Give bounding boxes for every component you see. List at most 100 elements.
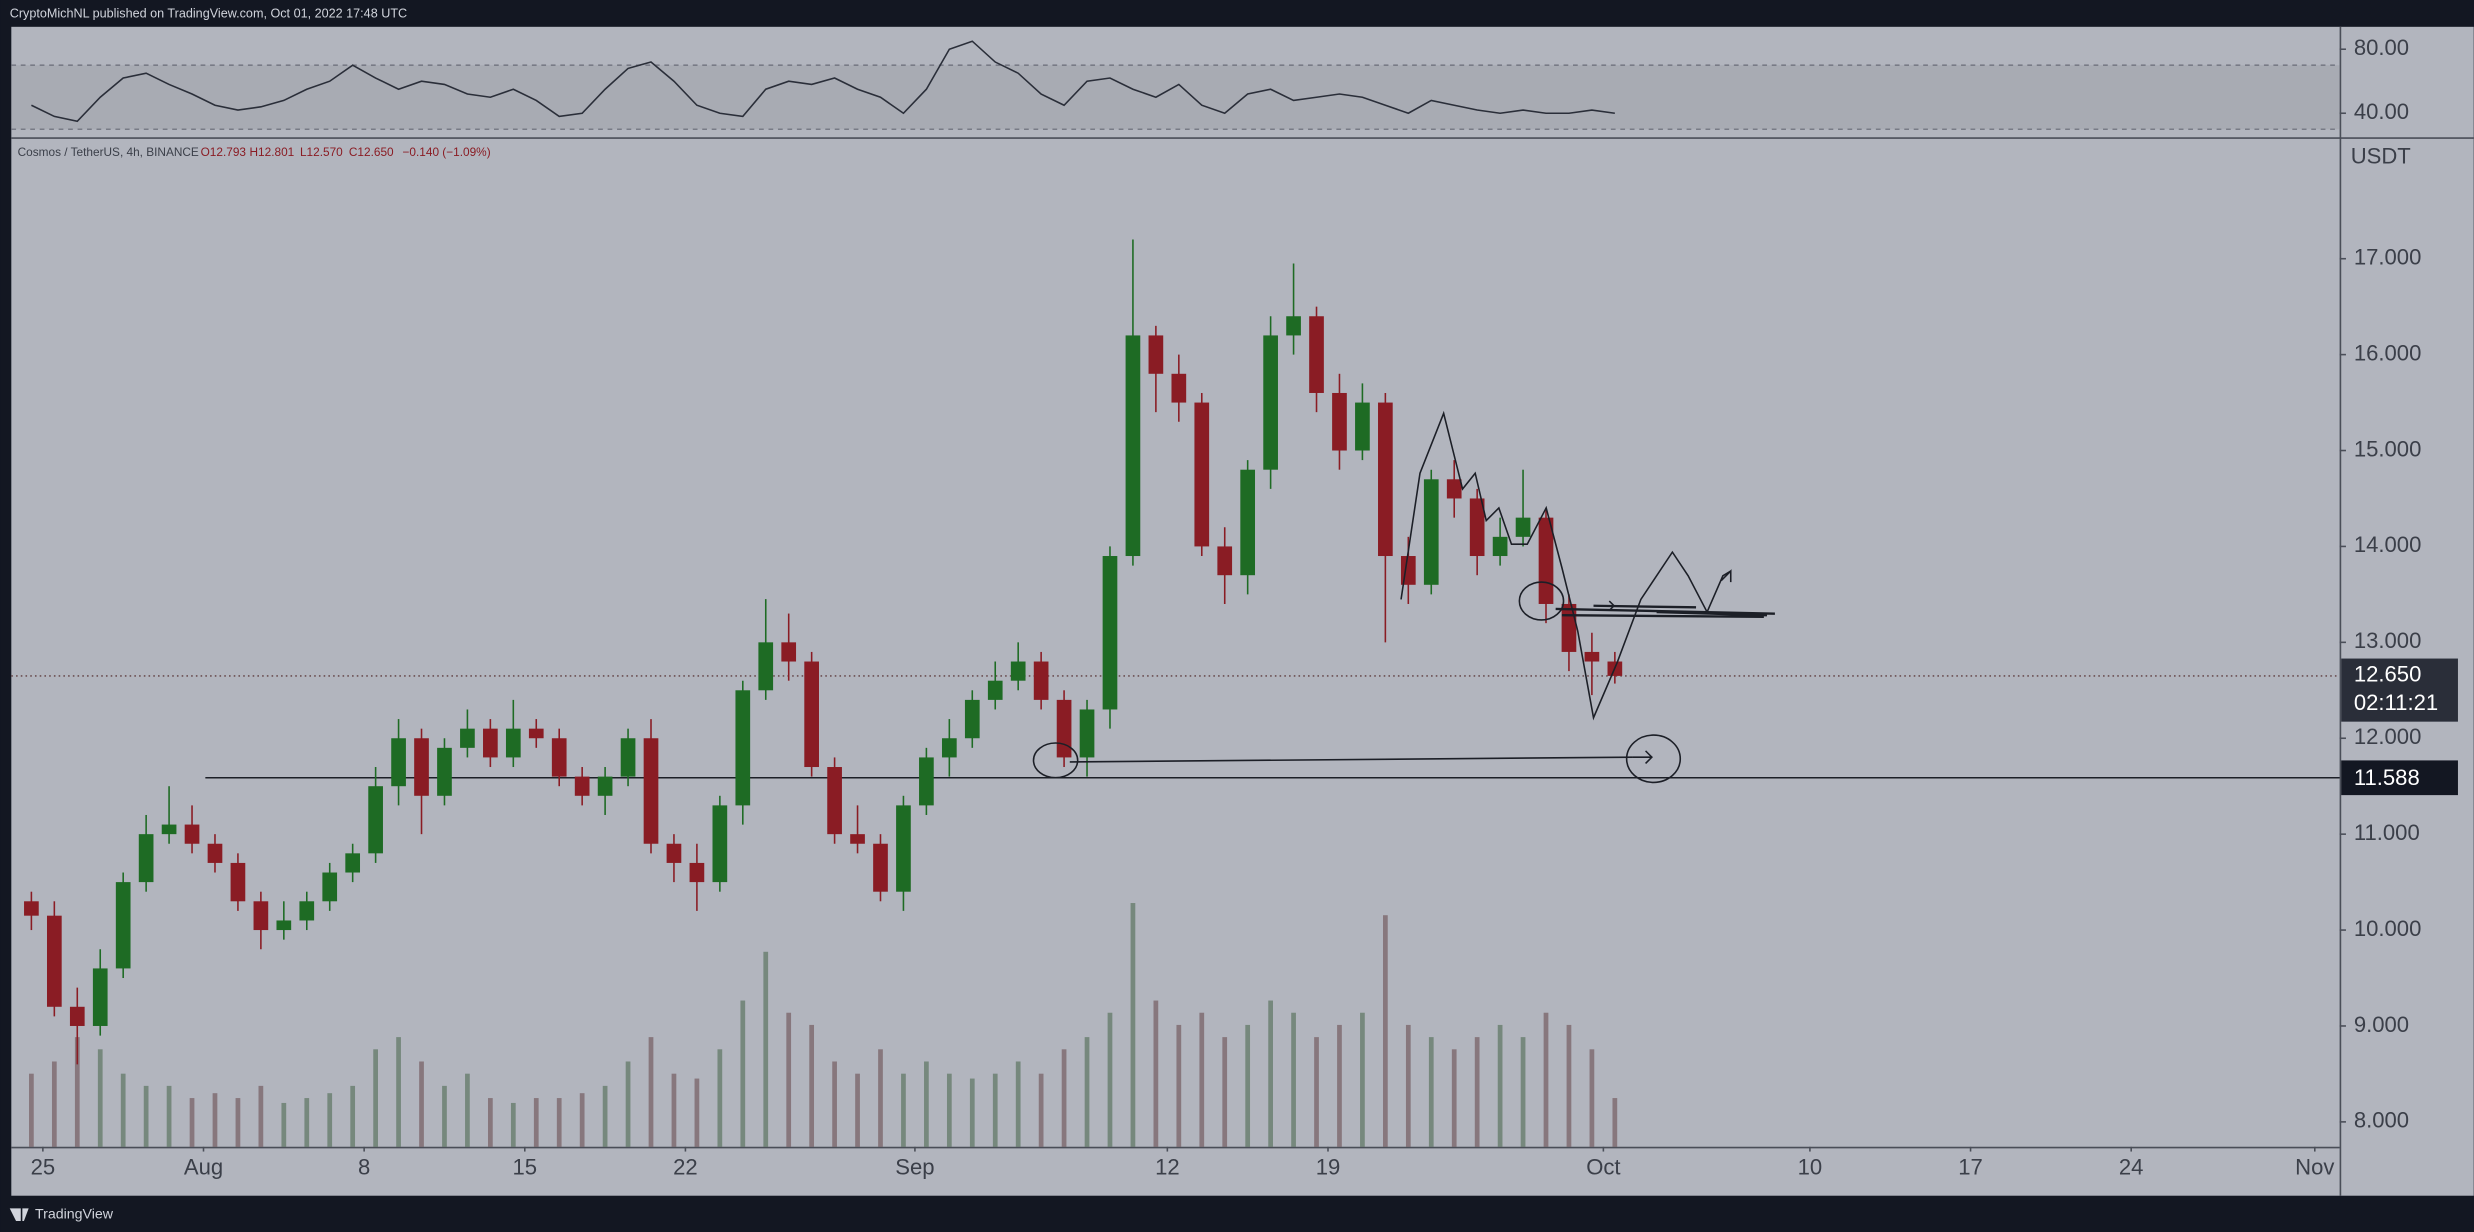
y-tick-label: 16.000	[2354, 340, 2422, 365]
candle-body	[873, 843, 888, 892]
candle-body	[987, 680, 1003, 700]
volume-bar	[51, 1061, 57, 1147]
candle-body	[689, 862, 705, 883]
y-tick-label: 17.000	[2354, 245, 2422, 270]
candle-body	[1355, 402, 1370, 451]
volume-bar	[1199, 1012, 1205, 1147]
price-axis-background	[2339, 26, 2474, 1196]
candle-body	[1561, 603, 1577, 652]
y-tick-label: 8.000	[2354, 1108, 2409, 1133]
candle-body	[483, 728, 498, 758]
volume-bar	[1566, 1024, 1572, 1147]
candle-body	[276, 920, 292, 931]
volume-bar	[465, 1073, 470, 1147]
volume-bar	[1130, 903, 1136, 1147]
circle	[1518, 581, 1565, 621]
volume-bar	[1245, 1024, 1251, 1147]
candle-body	[597, 776, 613, 796]
candle-body	[964, 699, 980, 739]
candle-body	[1056, 699, 1072, 758]
candle-body	[735, 690, 751, 806]
volume-bar	[901, 1073, 906, 1147]
x-tick-label: 12	[1155, 1155, 1180, 1180]
volume-bar	[855, 1073, 860, 1147]
x-tick-label: 22	[673, 1155, 698, 1180]
volume-bar	[304, 1098, 310, 1147]
volume-bar	[1314, 1037, 1319, 1147]
volume-bar	[396, 1037, 401, 1147]
volume-bar	[602, 1085, 608, 1147]
candle-body	[1286, 316, 1301, 336]
volume-bar	[1268, 1000, 1273, 1147]
price-unit: USDT	[2351, 144, 2411, 169]
candle-body	[1010, 661, 1026, 681]
y-tick-label: 11.000	[2354, 820, 2420, 845]
scribble-lines	[1555, 604, 1775, 618]
candle-body	[1263, 335, 1278, 470]
volume-bar	[1405, 1024, 1411, 1147]
volume-bar	[143, 1085, 149, 1147]
candle-body	[1538, 517, 1554, 604]
candle-body	[804, 661, 819, 768]
candle-body	[24, 901, 39, 916]
volume-bar	[832, 1061, 837, 1147]
candle-body	[460, 728, 475, 748]
candle-body	[1423, 479, 1439, 585]
candle-body	[1033, 661, 1049, 700]
brand-text: TradingView	[35, 1206, 114, 1222]
ohlc-legend: −0.140 (−1.09%)	[403, 145, 491, 159]
volume-bar	[1153, 1000, 1159, 1147]
y-tick-label: 13.000	[2354, 628, 2422, 653]
volume-bar	[763, 951, 769, 1147]
volume-bar	[1084, 1037, 1090, 1147]
candle-body	[551, 738, 567, 777]
candle-body	[827, 767, 842, 835]
x-tick-label: Aug	[184, 1155, 223, 1180]
candle-body	[322, 872, 338, 902]
horizontal-line-label: 11.588	[2354, 765, 2420, 790]
candle-body	[345, 853, 361, 873]
volume-bar	[786, 1012, 792, 1147]
ohlc-legend: C12.650	[349, 145, 394, 159]
candle-body	[1102, 556, 1118, 710]
volume-bar	[1612, 1098, 1618, 1147]
plot-background	[11, 26, 2340, 1147]
x-tick-label: 17	[1958, 1155, 1983, 1180]
x-tick-label: 24	[2119, 1155, 2144, 1180]
y-tick-label: 15.000	[2354, 436, 2422, 461]
volume-bar	[648, 1037, 654, 1147]
volume-bar	[166, 1085, 172, 1147]
ohlc-legend: O12.793	[201, 145, 247, 159]
volume-bar	[235, 1098, 241, 1147]
rsi-line	[31, 40, 1615, 123]
projection-path	[1400, 410, 1732, 721]
arrow-head	[1601, 600, 1616, 612]
x-tick-label: Nov	[2295, 1155, 2334, 1180]
volume-bar	[1589, 1049, 1595, 1147]
y-tick-label: 10.000	[2354, 916, 2422, 941]
volume-bar	[350, 1085, 356, 1147]
y-tick-label: 14.000	[2354, 532, 2422, 557]
x-tick-label: 25	[31, 1155, 56, 1180]
volume-bar	[1038, 1073, 1044, 1147]
volume-bar	[258, 1085, 264, 1147]
candle-body	[505, 728, 521, 758]
candle-body	[1240, 469, 1256, 576]
volume-bar	[1015, 1061, 1021, 1147]
x-tick-label: 19	[1316, 1155, 1341, 1180]
x-tick-label: 15	[513, 1155, 538, 1180]
candle-body	[941, 738, 957, 758]
candle-body	[1446, 479, 1462, 499]
volume-bar	[1176, 1024, 1182, 1147]
volume-bar	[1543, 1012, 1549, 1147]
ohlc-legend: H12.801	[250, 145, 295, 159]
candle-body	[1148, 335, 1164, 374]
candle-body	[666, 843, 682, 863]
volume-bar	[1428, 1037, 1434, 1147]
candle-body	[758, 642, 774, 691]
volume-bar	[625, 1061, 631, 1147]
candle-body	[781, 642, 797, 662]
volume-bar	[740, 1000, 746, 1147]
candle-body	[1309, 316, 1324, 393]
